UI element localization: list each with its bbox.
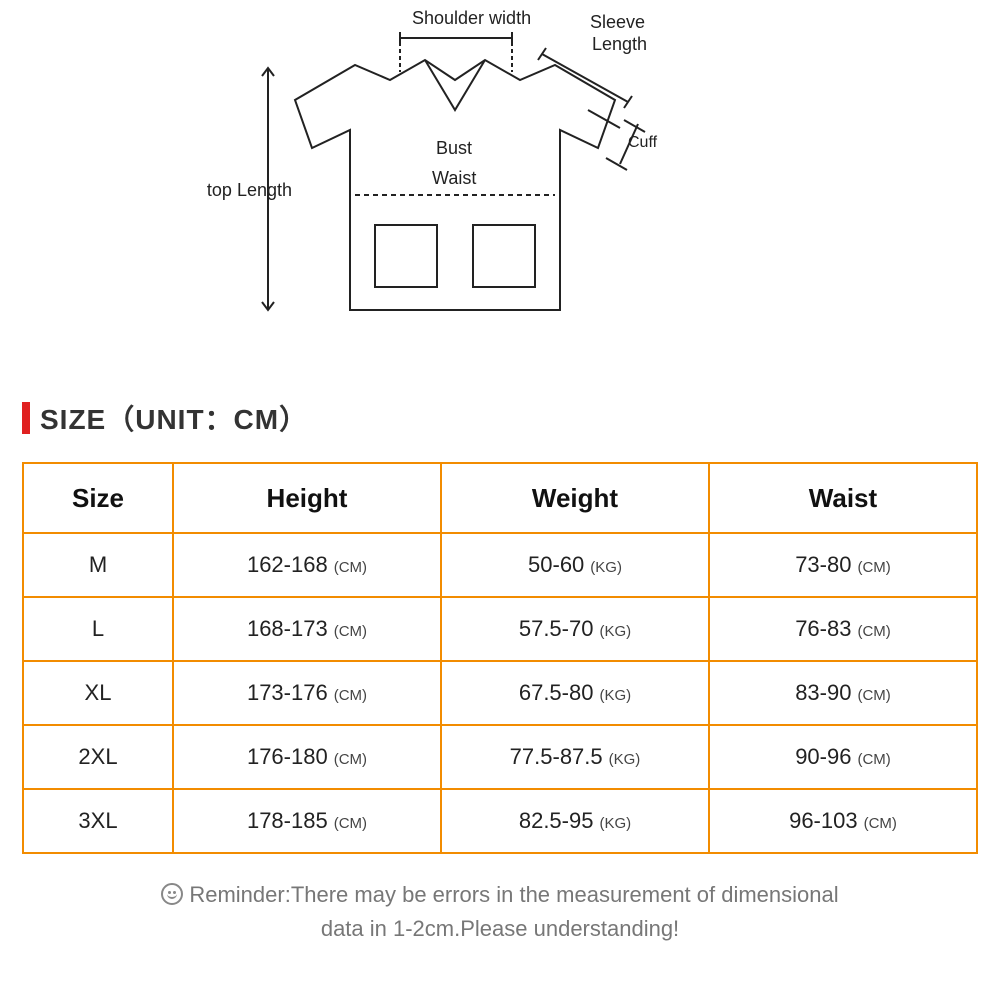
reminder-line1: Reminder:There may be errors in the meas… (189, 882, 838, 907)
table-cell: M (23, 533, 173, 597)
table-cell: 83-90(CM) (709, 661, 977, 725)
table-cell: 3XL (23, 789, 173, 853)
table-cell: 57.5-70(KG) (441, 597, 709, 661)
section-title-text: SIZE（UNIT：CM） (40, 398, 308, 438)
table-cell: 178-185(CM) (173, 789, 441, 853)
table-cell: L (23, 597, 173, 661)
table-row: M162-168(CM)50-60(KG)73-80(CM) (23, 533, 977, 597)
table-cell: XL (23, 661, 173, 725)
table-cell: 173-176(CM) (173, 661, 441, 725)
col-waist: Waist (709, 463, 977, 533)
table-row: 3XL178-185(CM)82.5-95(KG)96-103(CM) (23, 789, 977, 853)
label-sleeve: Sleeve (590, 12, 645, 33)
table-row: L168-173(CM)57.5-70(KG)76-83(CM) (23, 597, 977, 661)
label-bust: Bust (436, 138, 472, 159)
smiley-icon (161, 883, 183, 905)
label-shoulder-width: Shoulder width (412, 8, 531, 29)
section-title: SIZE（UNIT：CM） (22, 398, 308, 438)
label-waist: Waist (432, 168, 476, 189)
table-cell: 73-80(CM) (709, 533, 977, 597)
table-cell: 162-168(CM) (173, 533, 441, 597)
table-cell: 90-96(CM) (709, 725, 977, 789)
accent-bar (22, 402, 30, 434)
table-cell: 82.5-95(KG) (441, 789, 709, 853)
table-cell: 50-60(KG) (441, 533, 709, 597)
col-weight: Weight (441, 463, 709, 533)
size-table: Size Height Weight Waist M162-168(CM)50-… (22, 462, 978, 854)
table-cell: 168-173(CM) (173, 597, 441, 661)
col-height: Height (173, 463, 441, 533)
reminder-line2: data in 1-2cm.Please understanding! (321, 916, 679, 941)
table-row: XL173-176(CM)67.5-80(KG)83-90(CM) (23, 661, 977, 725)
shirt-svg (220, 10, 740, 350)
table-cell: 176-180(CM) (173, 725, 441, 789)
table-row: 2XL176-180(CM)77.5-87.5(KG)90-96(CM) (23, 725, 977, 789)
measurement-diagram: Shoulder width Sleeve Length Cuff Bust W… (220, 10, 740, 350)
label-sleeve-length: Length (592, 34, 647, 55)
table-cell: 67.5-80(KG) (441, 661, 709, 725)
table-cell: 77.5-87.5(KG) (441, 725, 709, 789)
table-cell: 96-103(CM) (709, 789, 977, 853)
table-cell: 76-83(CM) (709, 597, 977, 661)
label-top-length: top Length (172, 180, 292, 201)
reminder-text: Reminder:There may be errors in the meas… (70, 878, 930, 946)
table-header-row: Size Height Weight Waist (23, 463, 977, 533)
label-cuff: Cuff (628, 134, 657, 152)
table-cell: 2XL (23, 725, 173, 789)
col-size: Size (23, 463, 173, 533)
